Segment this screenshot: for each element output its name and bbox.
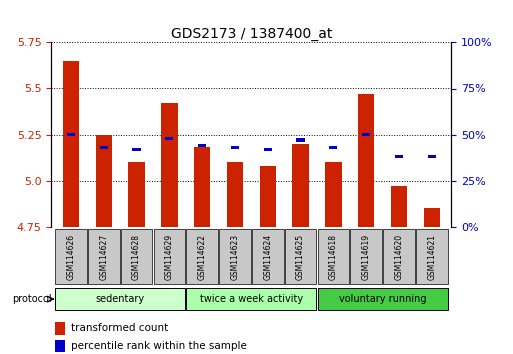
Bar: [198, 144, 206, 147]
Text: GSM114628: GSM114628: [132, 234, 141, 280]
Bar: [362, 133, 370, 136]
Text: GSM114620: GSM114620: [394, 234, 403, 280]
Bar: [297, 138, 305, 142]
Bar: [424, 208, 440, 227]
Bar: [132, 148, 141, 151]
Bar: [358, 94, 374, 227]
FancyBboxPatch shape: [350, 229, 382, 284]
Bar: [264, 148, 272, 151]
Bar: [194, 147, 210, 227]
Bar: [67, 133, 75, 136]
Text: twice a week activity: twice a week activity: [200, 294, 303, 304]
Bar: [260, 166, 276, 227]
Bar: [395, 155, 403, 158]
FancyBboxPatch shape: [383, 229, 415, 284]
FancyBboxPatch shape: [252, 229, 284, 284]
Bar: [428, 155, 436, 158]
Bar: [325, 162, 342, 227]
Text: GSM114621: GSM114621: [427, 234, 436, 280]
Text: GSM114625: GSM114625: [296, 234, 305, 280]
Text: GSM114618: GSM114618: [329, 234, 338, 280]
Text: GSM114623: GSM114623: [230, 234, 240, 280]
Bar: [95, 135, 112, 227]
FancyBboxPatch shape: [318, 229, 349, 284]
Text: sedentary: sedentary: [95, 294, 145, 304]
Text: GSM114619: GSM114619: [362, 234, 371, 280]
FancyBboxPatch shape: [55, 288, 185, 310]
Bar: [161, 103, 177, 227]
FancyBboxPatch shape: [186, 288, 317, 310]
FancyBboxPatch shape: [219, 229, 251, 284]
Bar: [63, 61, 79, 227]
Text: voluntary running: voluntary running: [339, 294, 426, 304]
Bar: [292, 144, 309, 227]
Bar: [231, 146, 239, 149]
Text: transformed count: transformed count: [71, 323, 169, 333]
FancyBboxPatch shape: [88, 229, 120, 284]
Bar: [329, 146, 338, 149]
Text: protocol: protocol: [12, 294, 52, 304]
Bar: [55, 322, 65, 335]
FancyBboxPatch shape: [318, 288, 447, 310]
FancyBboxPatch shape: [416, 229, 447, 284]
Text: GSM114626: GSM114626: [67, 234, 75, 280]
Text: GSM114624: GSM114624: [263, 234, 272, 280]
FancyBboxPatch shape: [55, 229, 87, 284]
Bar: [227, 162, 243, 227]
Text: percentile rank within the sample: percentile rank within the sample: [71, 341, 247, 351]
Title: GDS2173 / 1387400_at: GDS2173 / 1387400_at: [171, 28, 332, 41]
FancyBboxPatch shape: [153, 229, 185, 284]
Text: GSM114622: GSM114622: [198, 234, 207, 280]
FancyBboxPatch shape: [285, 229, 317, 284]
Bar: [391, 186, 407, 227]
Bar: [55, 340, 65, 352]
FancyBboxPatch shape: [121, 229, 152, 284]
Bar: [128, 162, 145, 227]
Bar: [100, 146, 108, 149]
Text: GSM114629: GSM114629: [165, 234, 174, 280]
Text: GSM114627: GSM114627: [100, 234, 108, 280]
FancyBboxPatch shape: [186, 229, 218, 284]
Bar: [165, 137, 173, 140]
